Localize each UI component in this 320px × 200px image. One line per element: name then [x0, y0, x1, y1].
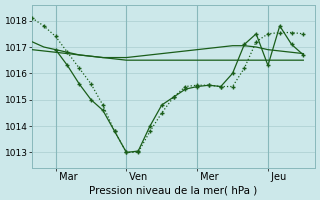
- X-axis label: Pression niveau de la mer( hPa ): Pression niveau de la mer( hPa ): [90, 185, 258, 195]
